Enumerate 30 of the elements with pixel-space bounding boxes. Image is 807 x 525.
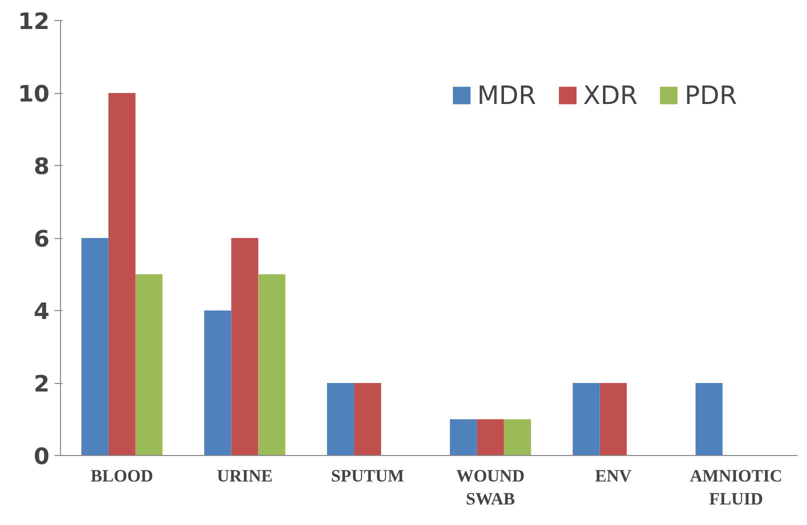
bar xyxy=(354,383,382,456)
y-tick-label: 4 xyxy=(34,299,50,325)
x-tick-label: AMNIOTIC FLUID xyxy=(690,466,782,508)
bar xyxy=(135,274,162,456)
bar xyxy=(476,419,504,456)
legend-label: MDR xyxy=(477,80,536,110)
legend-label: XDR xyxy=(583,80,638,110)
bar xyxy=(327,383,354,456)
bar xyxy=(231,238,258,456)
x-tick-label: SPUTUM xyxy=(331,466,404,486)
x-tick-label: BLOOD xyxy=(90,466,154,486)
bar xyxy=(504,419,531,456)
bar xyxy=(81,238,108,456)
legend-label: PDR xyxy=(684,80,737,110)
bar xyxy=(258,274,286,456)
bar xyxy=(450,419,477,456)
bar xyxy=(204,310,232,456)
y-tick-label: 10 xyxy=(18,82,50,108)
y-tick-label: 0 xyxy=(34,444,50,470)
x-tick-label: WOUND SWAB xyxy=(456,466,525,508)
y-tick-label: 8 xyxy=(34,154,50,180)
y-tick-label: 2 xyxy=(34,372,50,398)
bar xyxy=(600,383,627,456)
y-tick-label: 12 xyxy=(18,9,50,35)
bar xyxy=(572,383,600,456)
x-tick-label: URINE xyxy=(216,466,273,486)
x-tick-label: ENV xyxy=(594,466,632,486)
y-tick-label: 6 xyxy=(34,226,50,252)
bar xyxy=(696,383,723,456)
bar xyxy=(108,93,136,456)
